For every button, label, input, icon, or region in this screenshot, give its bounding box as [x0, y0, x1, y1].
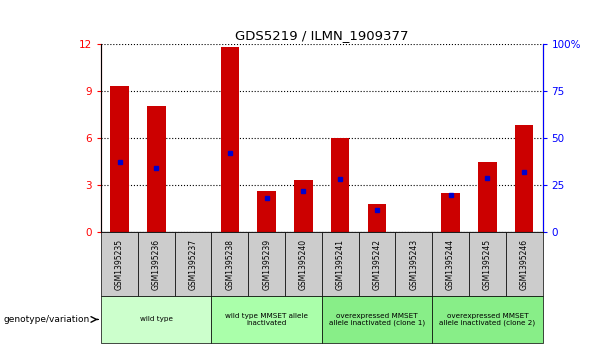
Text: GSM1395241: GSM1395241: [336, 238, 345, 290]
Bar: [101, 232, 138, 296]
Bar: [257, 191, 276, 232]
Bar: [432, 232, 469, 296]
Text: overexpressed MMSET
allele inactivated (clone 2): overexpressed MMSET allele inactivated (…: [440, 313, 535, 326]
Bar: [359, 232, 395, 296]
Bar: [221, 47, 239, 232]
Text: genotype/variation: genotype/variation: [3, 315, 89, 324]
Text: wild type MMSET allele
inactivated: wild type MMSET allele inactivated: [225, 313, 308, 326]
Text: GSM1395242: GSM1395242: [373, 238, 381, 290]
Text: GSM1395239: GSM1395239: [262, 238, 271, 290]
Bar: [294, 180, 313, 232]
Text: GSM1395245: GSM1395245: [483, 238, 492, 290]
Text: GSM1395238: GSM1395238: [226, 238, 234, 290]
Text: GSM1395236: GSM1395236: [152, 238, 161, 290]
Text: GSM1395235: GSM1395235: [115, 238, 124, 290]
Text: GSM1395243: GSM1395243: [409, 238, 418, 290]
Bar: [469, 232, 506, 296]
Bar: [147, 106, 166, 232]
Bar: [331, 138, 349, 232]
Bar: [138, 232, 175, 296]
Bar: [441, 193, 460, 232]
Bar: [395, 232, 432, 296]
Bar: [506, 232, 543, 296]
Text: GSM1395237: GSM1395237: [189, 238, 197, 290]
Text: wild type: wild type: [140, 317, 173, 322]
Bar: [478, 162, 497, 232]
Bar: [515, 125, 533, 232]
Bar: [368, 204, 386, 232]
Bar: [211, 296, 322, 343]
Bar: [285, 232, 322, 296]
Bar: [211, 232, 248, 296]
Title: GDS5219 / ILMN_1909377: GDS5219 / ILMN_1909377: [235, 29, 409, 42]
Bar: [175, 232, 211, 296]
Text: GSM1395246: GSM1395246: [520, 238, 528, 290]
Bar: [101, 296, 211, 343]
Bar: [432, 296, 543, 343]
Bar: [248, 232, 285, 296]
Text: GSM1395244: GSM1395244: [446, 238, 455, 290]
Text: overexpressed MMSET
allele inactivated (clone 1): overexpressed MMSET allele inactivated (…: [329, 313, 425, 326]
Bar: [322, 296, 432, 343]
Text: GSM1395240: GSM1395240: [299, 238, 308, 290]
Bar: [322, 232, 359, 296]
Bar: [110, 86, 129, 232]
